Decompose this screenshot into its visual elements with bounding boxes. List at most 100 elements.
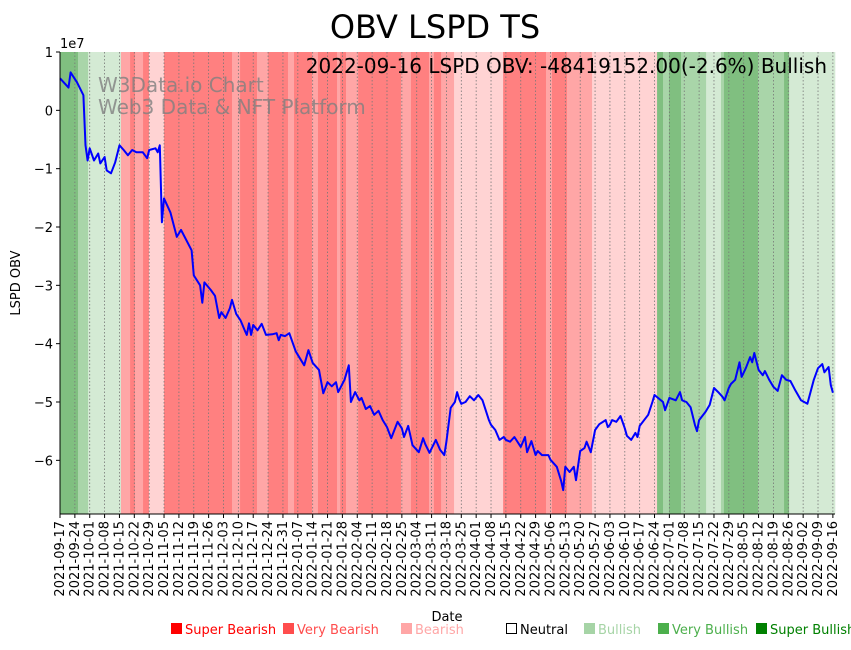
regime-band-super-bullish	[60, 52, 79, 514]
x-tick-label: 2021-11-12	[172, 521, 187, 597]
regime-band-very-bullish	[758, 52, 785, 514]
regime-band-super-bearish	[240, 52, 258, 514]
x-tick-label: 2022-03-25	[454, 521, 469, 597]
regime-band-very-bearish	[257, 52, 269, 514]
y-tick-label: −6	[34, 454, 53, 469]
x-tick-label: 2021-09-24	[68, 521, 83, 597]
regime-band-very-bearish	[546, 52, 553, 514]
regime-band-very-bullish	[78, 52, 89, 514]
x-tick-label: 2022-07-29	[722, 521, 737, 597]
legend-label: Very Bullish	[672, 623, 748, 638]
regime-band-very-bearish	[346, 52, 359, 514]
y-tick-label: −2	[34, 221, 53, 236]
regime-band-very-bullish	[720, 52, 725, 514]
x-tick-label: 2022-05-06	[543, 521, 558, 597]
x-tick-label: 2022-08-12	[752, 521, 767, 597]
regime-band-super-bullish	[657, 52, 664, 514]
x-tick-label: 2022-01-21	[321, 521, 336, 597]
y-tick-label: −3	[34, 279, 53, 294]
legend-label: Bullish	[598, 623, 641, 638]
legend-swatch	[401, 623, 412, 634]
x-tick-label: 2022-09-02	[796, 521, 811, 597]
legend: Super Bearish Very Bearish Bearish Neutral B…	[171, 623, 851, 638]
x-axis-label: Date	[431, 610, 462, 625]
watermark-line-1: W3Data.io Chart	[98, 73, 264, 97]
x-tick-label: 2021-12-10	[231, 521, 246, 597]
x-tick-label: 2022-02-25	[395, 521, 410, 597]
legend-label: Bearish	[415, 623, 464, 638]
regime-band-bearish	[148, 52, 165, 514]
regime-band-super-bearish	[410, 52, 430, 514]
x-tick-label: 2022-07-01	[662, 521, 677, 597]
x-tick-label: 2022-04-08	[484, 521, 499, 597]
x-tick-label: 2022-09-09	[811, 521, 826, 597]
x-tick-label: 2021-11-26	[202, 521, 217, 597]
x-tick-label: 2022-02-18	[380, 521, 395, 597]
x-tick-label: 2021-10-15	[112, 521, 127, 597]
x-tick-label: 2022-01-14	[306, 521, 321, 597]
legend-item: Bearish	[401, 623, 464, 638]
regime-band-super-bullish	[668, 52, 682, 514]
chart-title: OBV LSPD TS	[330, 8, 540, 46]
x-gridlines	[59, 52, 834, 514]
legend-swatch	[171, 623, 182, 634]
regime-band-super-bearish	[268, 52, 289, 514]
regime-band-very-bearish	[312, 52, 319, 514]
x-tick-label: 2022-02-04	[350, 521, 365, 597]
x-tick-label: 2022-04-29	[529, 521, 544, 597]
x-tick-label: 2021-11-19	[187, 521, 202, 597]
legend-item: Super Bullish	[756, 623, 851, 638]
regime-band-very-bearish	[567, 52, 593, 514]
x-tick-label: 2022-05-13	[558, 521, 573, 597]
x-tick-label: 2021-10-08	[98, 521, 113, 597]
x-tick-label: 2022-08-19	[766, 521, 781, 597]
latest-value-annotation: 2022-09-16 LSPD OBV: -48419152.00(-2.6%)…	[306, 54, 827, 78]
y-tick-label: −1	[34, 163, 53, 178]
x-tick-label: 2022-04-15	[499, 521, 514, 597]
legend-item: Neutral	[506, 623, 568, 638]
x-tick-label: 2021-10-22	[127, 521, 142, 597]
regime-band-very-bullish	[681, 52, 707, 514]
x-tick-label: 2022-06-03	[603, 521, 618, 597]
legend-swatch	[283, 623, 294, 634]
y-tick-label: 1	[45, 46, 53, 61]
x-tick-label: 2022-05-20	[573, 521, 588, 597]
regime-band-very-bearish	[441, 52, 455, 514]
legend-swatch	[756, 623, 767, 634]
x-tick-label: 2022-06-24	[648, 521, 663, 597]
y-tick-label: 0	[45, 104, 53, 119]
x-tick-label: 2022-07-15	[692, 521, 707, 597]
legend-label: Very Bearish	[297, 623, 379, 638]
regime-band-very-bearish	[288, 52, 295, 514]
regime-band-very-bearish	[337, 52, 341, 514]
x-tick-label: 2022-03-04	[410, 521, 425, 597]
y-ticks: 1 0 −1 −2 −3 −4 −5 −6	[34, 46, 60, 469]
obv-series-line	[59, 71, 834, 492]
regime-band-very-bearish	[120, 52, 131, 514]
legend-label: Super Bullish	[770, 623, 851, 638]
axes	[59, 52, 835, 515]
regime-band-very-bearish	[134, 52, 144, 514]
regime-band-very-bullish	[663, 52, 670, 514]
x-tick-label: 2022-01-07	[291, 521, 306, 597]
regime-band-super-bullish	[723, 52, 759, 514]
regime-band-very-bearish	[231, 52, 241, 514]
x-tick-label: 2021-10-01	[83, 521, 98, 597]
x-ticks: 2021-09-17 2021-09-24 2021-10-01 2021-10-08…	[53, 514, 841, 597]
x-tick-label: 2022-09-16	[826, 521, 841, 597]
regime-band-super-bearish	[433, 52, 442, 514]
regime-bands	[60, 52, 836, 514]
legend-swatch	[584, 623, 595, 634]
x-tick-label: 2021-12-03	[216, 521, 231, 597]
regime-band-super-bullish	[784, 52, 790, 514]
x-tick-label: 2022-03-18	[439, 521, 454, 597]
x-tick-label: 2022-08-26	[781, 521, 796, 597]
watermark-line-2: Web3 Data & NFT Platform	[98, 95, 366, 119]
y-tick-label: −4	[34, 338, 53, 353]
x-tick-label: 2021-11-05	[157, 521, 172, 597]
x-tick-label: 2021-12-24	[261, 521, 276, 597]
regime-band-super-bearish	[551, 52, 568, 514]
x-tick-label: 2022-03-11	[425, 521, 440, 597]
x-tick-label: 2022-05-27	[588, 521, 603, 597]
